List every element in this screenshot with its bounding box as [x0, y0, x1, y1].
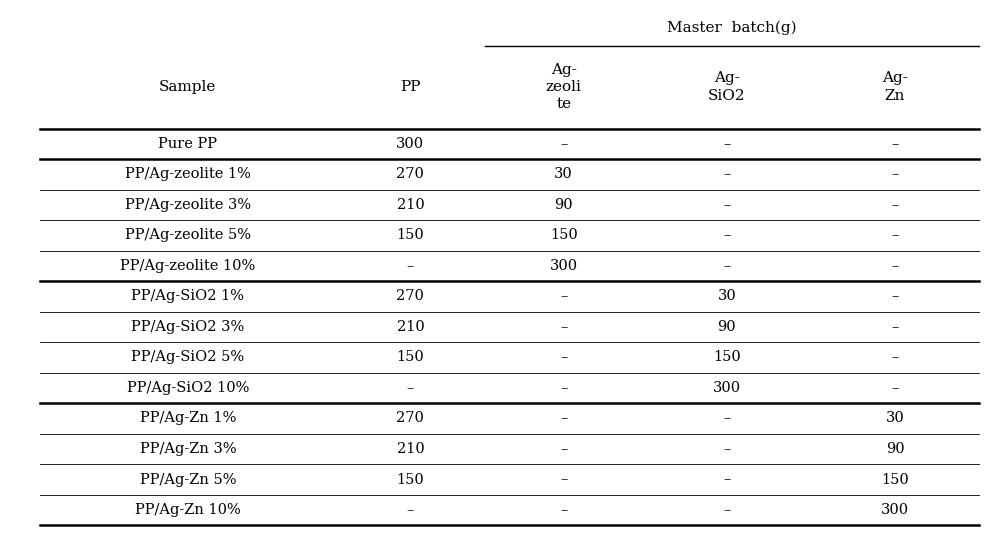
Text: 90: 90: [555, 198, 573, 212]
Text: PP: PP: [401, 80, 420, 94]
Text: –: –: [560, 412, 568, 426]
Text: –: –: [560, 473, 568, 487]
Text: –: –: [560, 381, 568, 395]
Text: –: –: [891, 228, 899, 242]
Text: PP/Ag-Zn 5%: PP/Ag-Zn 5%: [139, 473, 236, 487]
Text: 210: 210: [397, 442, 424, 456]
Text: 210: 210: [397, 198, 424, 212]
Text: –: –: [406, 259, 414, 273]
Text: 270: 270: [397, 412, 424, 426]
Text: –: –: [560, 503, 568, 517]
Text: PP/Ag-Zn 10%: PP/Ag-Zn 10%: [135, 503, 240, 517]
Text: 90: 90: [718, 320, 736, 334]
Text: 300: 300: [550, 259, 578, 273]
Text: 90: 90: [886, 442, 904, 456]
Text: –: –: [891, 198, 899, 212]
Text: PP/Ag-Zn 1%: PP/Ag-Zn 1%: [139, 412, 236, 426]
Text: –: –: [723, 259, 731, 273]
Text: 270: 270: [397, 289, 424, 303]
Text: –: –: [406, 381, 414, 395]
Text: 210: 210: [397, 320, 424, 334]
Text: –: –: [723, 442, 731, 456]
Text: 150: 150: [397, 473, 424, 487]
Text: 300: 300: [881, 503, 909, 517]
Text: PP/Ag-zeolite 5%: PP/Ag-zeolite 5%: [125, 228, 251, 242]
Text: 270: 270: [397, 167, 424, 181]
Text: –: –: [891, 259, 899, 273]
Text: –: –: [723, 228, 731, 242]
Text: –: –: [891, 289, 899, 303]
Text: –: –: [891, 381, 899, 395]
Text: –: –: [406, 503, 414, 517]
Text: –: –: [723, 412, 731, 426]
Text: –: –: [723, 503, 731, 517]
Text: 30: 30: [718, 289, 736, 303]
Text: Ag-
SiO2: Ag- SiO2: [708, 71, 746, 103]
Text: 150: 150: [397, 351, 424, 364]
Text: –: –: [891, 320, 899, 334]
Text: –: –: [723, 167, 731, 181]
Text: –: –: [723, 198, 731, 212]
Text: PP/Ag-zeolite 1%: PP/Ag-zeolite 1%: [125, 167, 251, 181]
Text: 30: 30: [555, 167, 573, 181]
Text: –: –: [723, 473, 731, 487]
Text: Ag-
zeoli
te: Ag- zeoli te: [546, 63, 582, 111]
Text: –: –: [560, 351, 568, 364]
Text: 300: 300: [397, 137, 424, 151]
Text: PP/Ag-zeolite 3%: PP/Ag-zeolite 3%: [125, 198, 251, 212]
Text: –: –: [560, 137, 568, 151]
Text: PP/Ag-Zn 3%: PP/Ag-Zn 3%: [139, 442, 236, 456]
Text: –: –: [891, 351, 899, 364]
Text: –: –: [560, 320, 568, 334]
Text: –: –: [891, 167, 899, 181]
Text: PP/Ag-SiO2 5%: PP/Ag-SiO2 5%: [132, 351, 244, 364]
Text: PP/Ag-zeolite 10%: PP/Ag-zeolite 10%: [121, 259, 255, 273]
Text: –: –: [560, 442, 568, 456]
Text: 150: 150: [397, 228, 424, 242]
Text: Sample: Sample: [159, 80, 217, 94]
Text: 300: 300: [713, 381, 741, 395]
Text: 150: 150: [713, 351, 741, 364]
Text: –: –: [560, 289, 568, 303]
Text: PP/Ag-SiO2 10%: PP/Ag-SiO2 10%: [127, 381, 249, 395]
Text: Ag-
Zn: Ag- Zn: [882, 71, 908, 103]
Text: –: –: [891, 137, 899, 151]
Text: PP/Ag-SiO2 3%: PP/Ag-SiO2 3%: [132, 320, 244, 334]
Text: –: –: [723, 137, 731, 151]
Text: 150: 150: [550, 228, 578, 242]
Text: Pure PP: Pure PP: [158, 137, 218, 151]
Text: Master  batch(g): Master batch(g): [667, 21, 797, 35]
Text: 150: 150: [881, 473, 909, 487]
Text: 30: 30: [886, 412, 904, 426]
Text: PP/Ag-SiO2 1%: PP/Ag-SiO2 1%: [132, 289, 244, 303]
